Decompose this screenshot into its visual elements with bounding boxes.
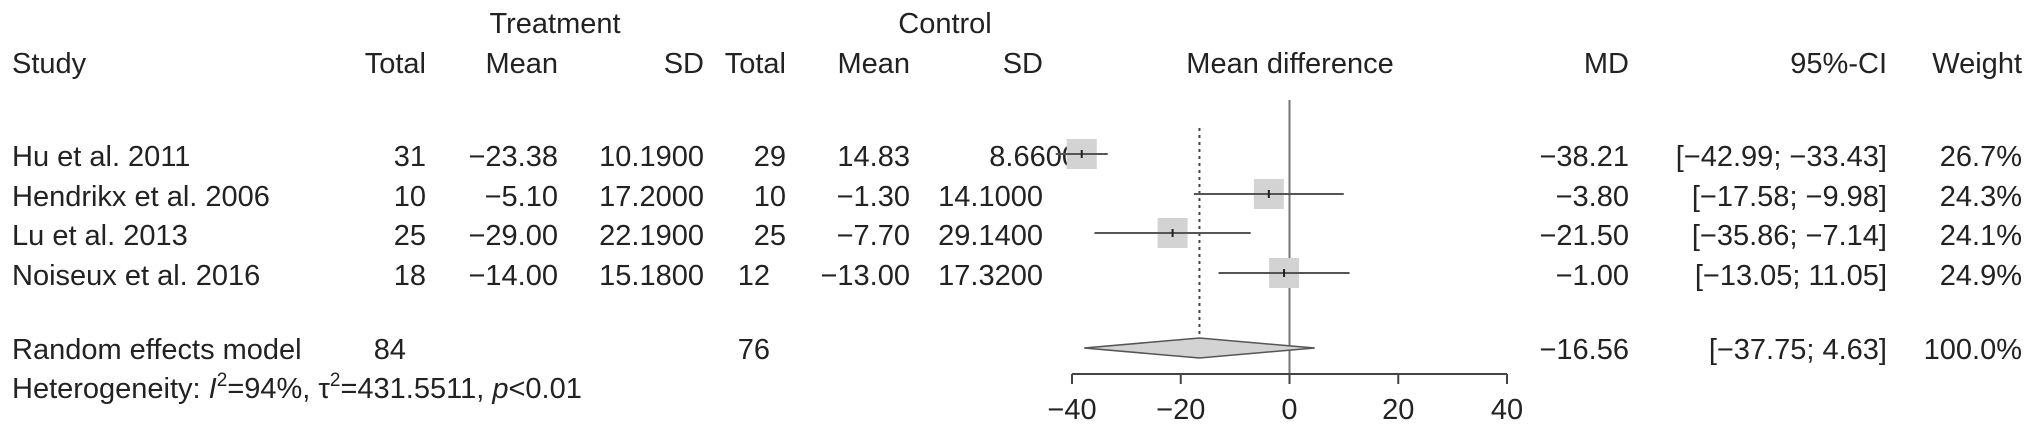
weight-value: 26.7% [1940, 141, 2022, 173]
treatment-sd: 22.1900 [599, 220, 704, 252]
treatment-total: 10 [394, 181, 426, 213]
treatment-mean: −29.00 [468, 220, 558, 252]
weight-value: 24.1% [1940, 220, 2022, 252]
header-treatment-sd: SD [664, 48, 704, 80]
ci-value: [−17.58; −9.98] [1692, 181, 1887, 213]
heterogeneity-p-symbol: p [491, 373, 508, 405]
table-row: Noiseux et al. 2016 18 −14.00 15.1800 12… [12, 260, 2022, 292]
header-control-sd: SD [1003, 48, 1043, 80]
heterogeneity-p-value: <0.01 [508, 373, 581, 405]
header-study: Study [12, 48, 87, 80]
treatment-sd: 17.2000 [599, 181, 704, 213]
weight-value: 24.3% [1940, 181, 2022, 213]
table-row: Lu et al. 2013 25 −29.00 22.1900 25 −7.7… [12, 220, 2022, 252]
control-mean: 14.83 [837, 141, 910, 173]
pooled-treatment-total: 84 [374, 334, 406, 366]
x-axis-tick-label: −20 [1156, 394, 1205, 426]
header-treatment-group: Treatment [489, 8, 620, 40]
pooled-control-total: 76 [738, 334, 770, 366]
heterogeneity-i-value: =94%, [227, 373, 318, 405]
heterogeneity-tau-sup: 2 [330, 370, 341, 391]
header-treatment-mean: Mean [485, 48, 558, 80]
ci-value: [−42.99; −33.43] [1676, 141, 1887, 173]
plot-area: −40 −20 0 20 40 [1047, 100, 1523, 426]
x-axis-tick-label: −40 [1047, 394, 1096, 426]
pooled-label: Random effects model [12, 334, 302, 366]
study-name: Hu et al. 2011 [12, 141, 190, 173]
treatment-mean: −5.10 [485, 181, 558, 213]
study-name: Noiseux et al. 2016 [12, 260, 260, 292]
pooled-diamond [1084, 337, 1315, 359]
table-row: Hu et al. 2011 31 −23.38 10.1900 29 14.8… [12, 141, 2022, 173]
study-name: Hendrikx et al. 2006 [12, 181, 270, 213]
treatment-sd: 10.1900 [599, 141, 704, 173]
md-value: −3.80 [1556, 181, 1629, 213]
control-total: 10 [754, 181, 786, 213]
treatment-mean: −23.38 [468, 141, 558, 173]
control-sd: 17.3200 [938, 260, 1043, 292]
header-control-group: Control [898, 8, 992, 40]
treatment-sd: 15.1800 [599, 260, 704, 292]
control-total: 25 [754, 220, 786, 252]
control-sd: 8.6600 [989, 141, 1078, 173]
header-control-total: Total [725, 48, 786, 80]
header-mean-difference: Mean difference [1186, 48, 1393, 80]
control-total: 12 [738, 260, 770, 292]
treatment-total: 25 [394, 220, 426, 252]
study-rows: Hu et al. 2011 31 −23.38 10.1900 29 14.8… [12, 141, 2022, 292]
x-axis-tick-label: 40 [1491, 394, 1523, 426]
control-mean: −1.30 [837, 181, 910, 213]
control-total: 29 [754, 141, 786, 173]
control-sd: 29.1400 [938, 220, 1043, 252]
study-name: Lu et al. 2013 [12, 220, 188, 252]
heterogeneity-text: Heterogeneity: I2=94%, τ2=431.5511, p<0.… [12, 370, 582, 405]
pooled-weight-value: 100.0% [1924, 334, 2022, 366]
heterogeneity-tau-symbol: τ [318, 373, 330, 405]
treatment-total: 18 [394, 260, 426, 292]
heterogeneity-i-symbol: I [209, 373, 217, 405]
control-mean: −7.70 [837, 220, 910, 252]
md-value: −21.50 [1539, 220, 1629, 252]
weight-value: 24.9% [1940, 260, 2022, 292]
ci-value: [−13.05; 11.05] [1695, 260, 1887, 292]
pooled-md-value: −16.56 [1539, 334, 1629, 366]
heterogeneity-tau-value: =431.5511, [340, 373, 492, 405]
control-sd: 14.1000 [938, 181, 1043, 213]
heterogeneity-i-sup: 2 [217, 370, 228, 391]
header-md: MD [1584, 48, 1629, 80]
header-weight: Weight [1932, 48, 2022, 80]
md-value: −1.00 [1556, 260, 1629, 292]
heterogeneity-prefix: Heterogeneity: [12, 373, 209, 405]
ci-value: [−35.86; −7.14] [1692, 220, 1887, 252]
header-control-mean: Mean [837, 48, 910, 80]
control-mean: −13.00 [820, 260, 910, 292]
treatment-mean: −14.00 [468, 260, 558, 292]
pooled-row: Random effects model 84 76 −16.56 [−37.7… [12, 334, 2022, 366]
header-treatment-total: Total [365, 48, 426, 80]
pooled-ci-value: [−37.75; 4.63] [1709, 334, 1887, 366]
header-ci: 95%-CI [1790, 48, 1887, 80]
table-row: Hendrikx et al. 2006 10 −5.10 17.2000 10… [12, 181, 2022, 213]
x-axis-tick-label: 0 [1281, 394, 1297, 426]
x-axis-tick-label: 20 [1382, 394, 1414, 426]
md-value: −38.21 [1539, 141, 1629, 173]
treatment-total: 31 [394, 141, 426, 173]
